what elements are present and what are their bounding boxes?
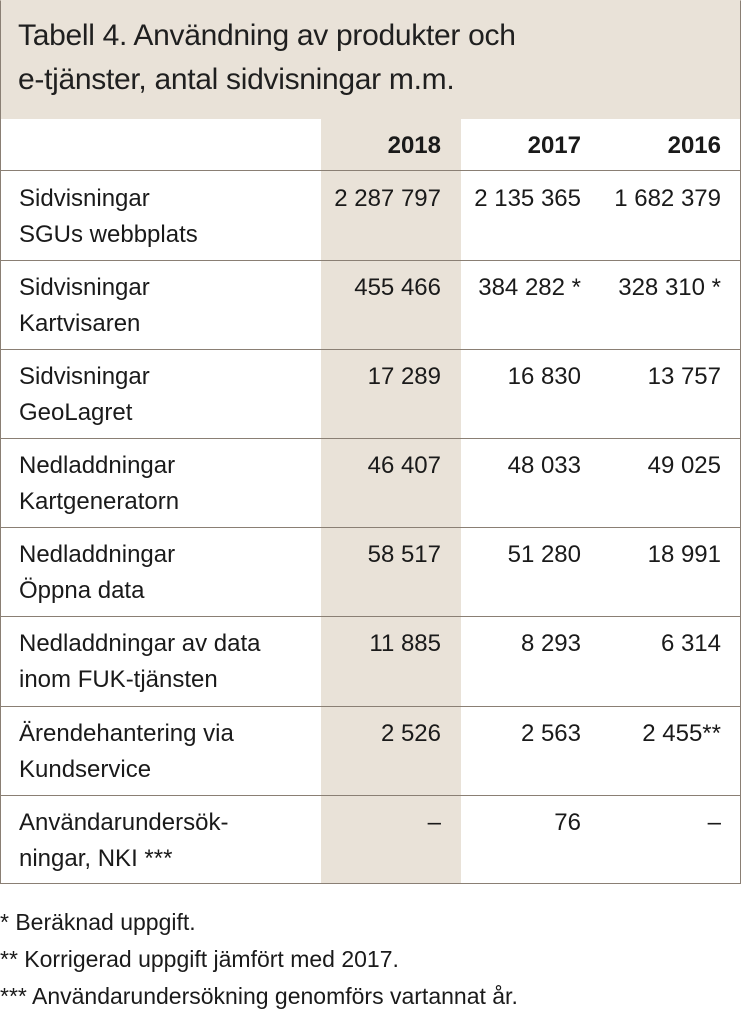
value-2017: 8 293 — [520, 630, 581, 657]
row-label-line-1: Nedladdningar — [19, 541, 176, 568]
column-header-2018: 2018 — [387, 132, 441, 159]
row-label-line-1: Användarundersök- — [19, 809, 229, 836]
row-divider — [0, 438, 741, 439]
value-2018: 2 287 797 — [334, 185, 441, 212]
value-2017: 2 135 365 — [474, 185, 581, 212]
row-label-line-2: Öppna data — [19, 577, 145, 604]
row-label-line-2: GeoLagret — [19, 399, 133, 426]
row-label-line-2: inom FUK-tjänsten — [19, 666, 218, 693]
column-header-2017: 2017 — [527, 132, 581, 159]
value-2017: 384 282 * — [478, 274, 581, 301]
highlight-column-2018 — [321, 119, 461, 884]
row-label-line-1: Nedladdningar — [19, 452, 176, 479]
value-2018: 455 466 — [354, 274, 441, 301]
row-label-line-1: Sidvisningar — [19, 185, 150, 212]
value-2017: 16 830 — [507, 363, 581, 390]
value-2016: 49 025 — [647, 452, 721, 479]
value-2017: 48 033 — [507, 452, 581, 479]
row-label-line-2: Kartvisaren — [19, 310, 141, 337]
value-2016: 13 757 — [647, 363, 721, 390]
row-divider — [0, 349, 741, 350]
value-2016: 1 682 379 — [614, 185, 721, 212]
row-divider — [0, 616, 741, 617]
row-divider — [0, 260, 741, 261]
value-2016: 18 991 — [647, 541, 721, 568]
row-label-line-1: Ärendehantering via — [19, 720, 234, 747]
value-2018: 2 526 — [380, 720, 441, 747]
row-label-line-1: Sidvisningar — [19, 363, 150, 390]
value-2017: 2 563 — [520, 720, 581, 747]
value-2017: 51 280 — [507, 541, 581, 568]
row-label-line-1: Sidvisningar — [19, 274, 150, 301]
row-divider — [0, 795, 741, 796]
header-divider — [0, 170, 741, 171]
row-divider — [0, 706, 741, 707]
table-title-bar: Tabell 4. Användning av produkter och e-… — [0, 0, 741, 119]
value-2016: 328 310 * — [618, 274, 721, 301]
footnotes: * Beräknad uppgift. ** Korrigerad uppgif… — [0, 904, 518, 1015]
row-divider — [0, 527, 741, 528]
footnote: * Beräknad uppgift. — [0, 909, 196, 935]
value-2018: – — [427, 809, 441, 836]
row-label-line-2: Kundservice — [19, 756, 152, 783]
value-2018: 46 407 — [367, 452, 441, 479]
table-title-line-2: e-tjänster, antal sidvisningar m.m. — [18, 63, 455, 96]
row-label-line-2: ningar, NKI *** — [19, 845, 173, 872]
footnote: *** Användarundersökning genomförs varta… — [0, 983, 518, 1009]
value-2016: – — [707, 809, 721, 836]
row-label-line-2: SGUs webbplats — [19, 221, 198, 248]
value-2018: 11 885 — [369, 630, 441, 657]
footnote: ** Korrigerad uppgift jämfört med 2017. — [0, 946, 399, 972]
table-title-line-1: Tabell 4. Användning av produkter och — [18, 19, 516, 52]
value-2016: 6 314 — [660, 630, 721, 657]
row-label-line-1: Nedladdningar av data — [19, 630, 261, 657]
value-2018: 17 289 — [367, 363, 441, 390]
row-label-line-2: Kartgeneratorn — [19, 488, 180, 515]
value-2017: 76 — [554, 809, 581, 836]
column-header-2016: 2016 — [667, 132, 721, 159]
value-2018: 58 517 — [367, 541, 441, 568]
table-title: Tabell 4. Användning av produkter och e-… — [18, 14, 516, 102]
value-2016: 2 455** — [642, 720, 721, 747]
